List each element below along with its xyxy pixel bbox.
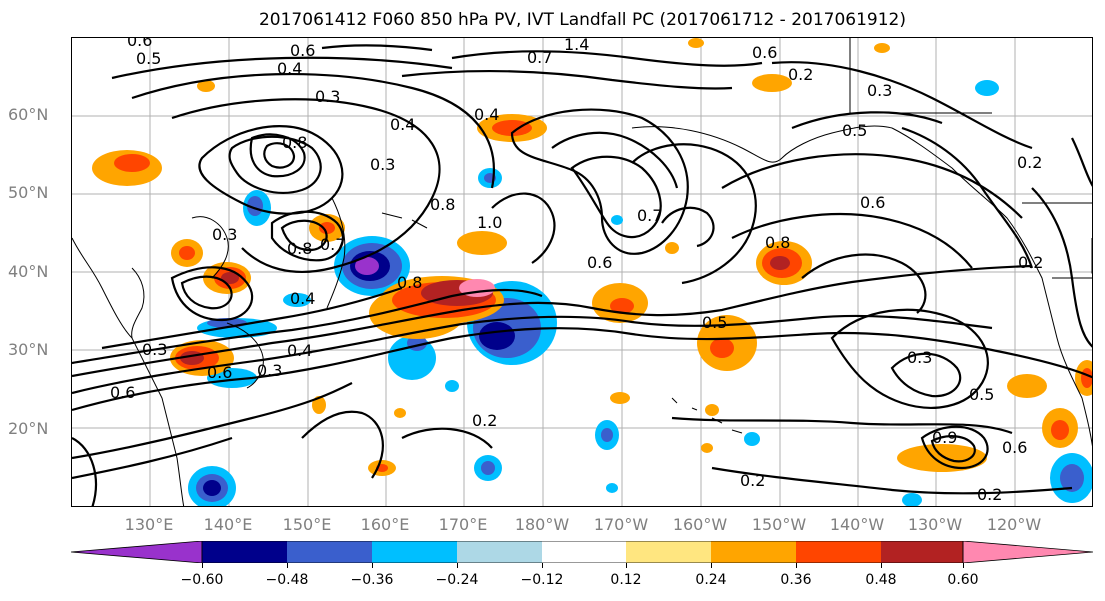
contour-label: 0.7 [637,206,662,225]
lon-label: 140°E [203,515,253,534]
contour-label: 0.9 [932,428,957,447]
lon-label: 120°W [986,515,1042,534]
lat-label-60n: 60°N [8,105,49,124]
contour-label: 0.5 [969,385,994,404]
colorbar-segment [711,541,796,563]
lon-label: 130°W [907,515,963,534]
colorbar-tick-label: −0.24 [435,572,479,588]
colorbar-tickmark [202,563,203,568]
colorbar [70,540,1094,564]
lon-label: 140°W [829,515,885,534]
contour-label: 0.3 [867,81,892,100]
colorbar-segment [626,541,711,563]
contour-label: 0.5 [702,313,727,332]
contour-label: 0.3 [142,340,167,359]
contour-label: 0.6 [860,193,885,212]
contour-label: 0.2 [1017,153,1042,172]
lat-label-30n: 30°N [8,340,49,359]
contour-label: 0.5 [842,121,867,140]
contour-label: 0.4 [277,59,302,78]
contour-label: 0.3 [370,155,395,174]
colorbar-tickmark [963,563,964,568]
colorbar-tickmark [287,563,288,568]
map-canvas: 0.6 0.5 1.4 0.6 0.7 0.4 0.3 0.8 0.6 0.2 … [72,38,1092,506]
colorbar-tickmark [711,563,712,568]
colorbar-tick-label: 0.60 [947,572,979,588]
lon-label: 150°E [282,515,332,534]
contour-label: 0.6 [110,383,135,402]
colorbar-tickmark [796,563,797,568]
map-panel: 0.6 0.5 1.4 0.6 0.7 0.4 0.3 0.8 0.6 0.2 … [71,37,1093,507]
contour-label: 0.7 [527,48,552,67]
contour-label: 0.8 [765,233,790,252]
colorbar-tick-label: 0.12 [610,572,642,588]
lon-label: 160°W [672,515,728,534]
contour-label: 0.2 [1018,253,1043,272]
contour-label: 0.4 [287,341,312,360]
colorbar-segment [881,541,963,563]
colorbar-tick-label: 0.48 [865,572,897,588]
colorbar-tick-label: 0.36 [780,572,812,588]
colorbar-segment [202,541,287,563]
contour-label: 0.6 [1002,438,1027,457]
colorbar-tick-label: −0.60 [180,572,224,588]
lon-label: 130°E [124,515,174,534]
colorbar-under-arrow [70,540,203,564]
contour-label: 0.8 [397,273,422,292]
contour-label: 0.3 [315,87,340,106]
pv-contours [72,44,1092,506]
contour-label: 0.8 [282,133,307,152]
contour-label: 0.6 [290,41,315,60]
contour-label: 0.8 [430,195,455,214]
contour-label: 0.3 [212,225,237,244]
colorbar-segment [457,541,542,563]
colorbar-tick-label: −0.12 [520,572,564,588]
colorbar-segment [542,541,626,563]
colorbar-tickmark [881,563,882,568]
colorbar-tickmark [372,563,373,568]
lon-label: 170°W [593,515,649,534]
lon-label: 150°W [751,515,807,534]
lon-label: 180°W [514,515,570,534]
lat-label-50n: 50°N [8,183,49,202]
contour-label: 0.4 [390,115,415,134]
colorbar-tick-label: −0.36 [350,572,394,588]
contour-label: 0.8 [287,239,312,258]
contour-label: 0.6 [752,43,777,62]
lon-label: 170°E [438,515,488,534]
colorbar-svg [70,540,1094,564]
contour-label: 0.2 [977,485,1002,504]
contour-label: 0.3 [257,361,282,380]
lon-label: 160°E [360,515,410,534]
coastlines [72,38,1092,506]
colorbar-segment [372,541,457,563]
colorbar-segment [287,541,372,563]
contour-label: 0.6 [207,363,232,382]
contour-label: 0.4 [474,105,499,124]
map-title: 2017061412 F060 850 hPa PV, IVT Landfall… [258,10,906,30]
contour-label: 0.2 [472,411,497,430]
colorbar-over-arrow [962,540,1094,564]
contour-label: 0.4 [290,289,315,308]
colorbar-tick-label: 0.24 [695,572,727,588]
lat-label-40n: 40°N [8,262,49,281]
contour-label: 0.3 [907,348,932,367]
contour-label: 0.5 [136,49,161,68]
contour-label: 0.6 [127,38,152,50]
colorbar-tickmark [457,563,458,568]
lat-label-20n: 20°N [8,419,49,438]
positive-anomaly-shading [92,38,1092,476]
colorbar-tickmark [626,563,627,568]
contour-label: 1.0 [477,213,502,232]
colorbar-segment [796,541,881,563]
contour-label: 0.7 [320,235,345,254]
colorbar-tickmark [542,563,543,568]
colorbar-tick-label: −0.48 [265,572,309,588]
contour-label: 0.2 [788,65,813,84]
contour-label: 0.2 [740,471,765,490]
contour-label: 1.4 [564,38,589,54]
contour-label: 0.6 [587,253,612,272]
contour-labels: 0.6 0.5 1.4 0.6 0.7 0.4 0.3 0.8 0.6 0.2 … [110,38,1043,504]
